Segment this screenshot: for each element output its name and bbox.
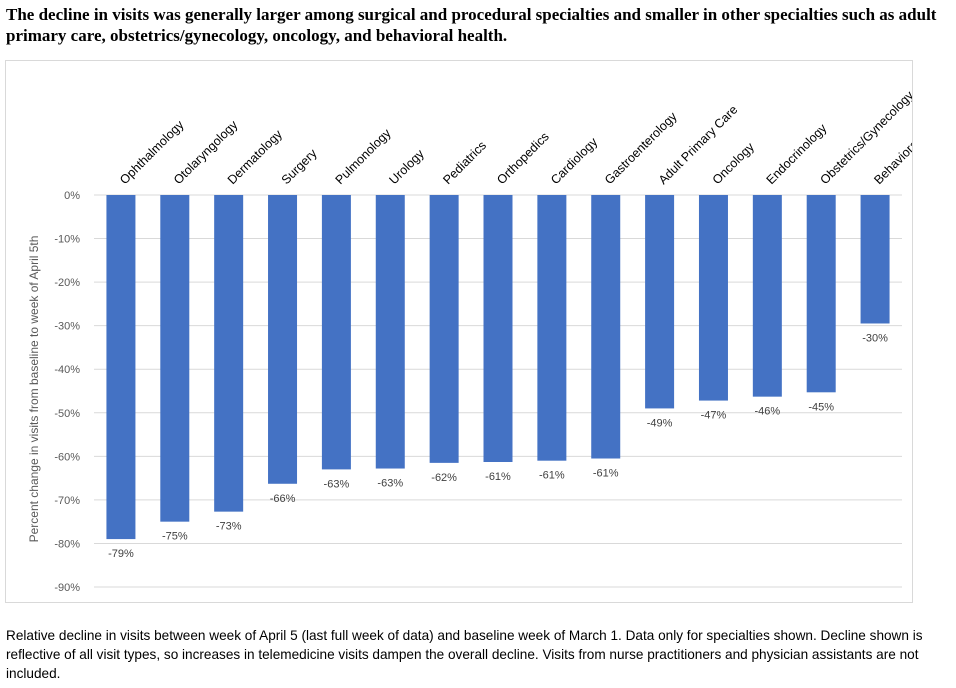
bars (106, 195, 890, 540)
y-axis-ticks: 0% -10% -20% -30% -40% -50% -60% -70% -80% -90% (54, 190, 80, 594)
data-label: -61% (485, 471, 511, 483)
data-label: -63% (324, 478, 350, 490)
bar-chart: 0% -10% -20% -30% -40% -50% -60% -70% -80% -90% -… (27, 88, 912, 594)
data-labels: -79% -75% -73% -66% -63% -63% -62% -61% -61% -61%… (108, 332, 888, 560)
data-label: -61% (593, 468, 619, 480)
bar (106, 195, 136, 540)
chart-title: The decline in visits was generally larg… (6, 5, 937, 45)
category-label: Surgery (279, 146, 320, 187)
y-tick-label: -50% (54, 408, 80, 420)
bar (698, 195, 728, 401)
data-label: -61% (539, 470, 565, 482)
y-tick-label: -90% (54, 582, 80, 594)
bar (860, 195, 890, 324)
bar (645, 195, 675, 409)
chart-area: 0% -10% -20% -30% -40% -50% -60% -70% -80% -90% -… (5, 60, 913, 603)
category-label: Pulmonology (333, 126, 395, 188)
bar (483, 195, 513, 462)
data-label: -73% (216, 521, 242, 533)
bar (321, 195, 351, 470)
category-label: Obstetrics/Gynecology (817, 88, 912, 187)
bar (160, 195, 190, 522)
y-tick-label: -10% (54, 234, 80, 246)
data-label: -30% (862, 332, 888, 344)
data-label: -75% (162, 531, 188, 543)
bar (375, 195, 405, 469)
bar (429, 195, 459, 463)
chart-caption: Relative decline in visits between week … (6, 628, 923, 681)
category-label: Oncology (710, 139, 758, 187)
category-label: Orthopedics (494, 130, 552, 188)
data-label: -63% (377, 478, 403, 490)
data-label: -62% (431, 472, 457, 484)
y-tick-label: -20% (54, 277, 80, 289)
bar (806, 195, 836, 393)
y-tick-label: -70% (54, 495, 80, 507)
bar (268, 195, 298, 484)
data-label: -45% (808, 401, 834, 413)
bar (591, 195, 621, 459)
data-label: -66% (270, 493, 296, 505)
category-label: Urology (386, 146, 427, 187)
data-label: -46% (754, 406, 780, 418)
bar (214, 195, 244, 512)
y-tick-label: -60% (54, 451, 80, 463)
y-axis-label: Percent change in visits from baseline t… (27, 236, 41, 543)
y-tick-label: -30% (54, 321, 80, 333)
category-labels: OphthalmologyOtolaryngologyDermatologySu… (117, 88, 912, 187)
y-tick-label: 0% (64, 190, 80, 202)
category-label: Cardiology (548, 134, 601, 187)
y-tick-label: -40% (54, 364, 80, 376)
data-label: -49% (647, 417, 673, 429)
y-tick-label: -80% (54, 538, 80, 550)
bar (537, 195, 567, 461)
category-label: Pediatrics (440, 138, 489, 187)
category-label: Dermatology (225, 127, 286, 188)
data-label: -47% (701, 410, 727, 422)
data-label: -79% (108, 548, 134, 560)
bar (752, 195, 782, 397)
